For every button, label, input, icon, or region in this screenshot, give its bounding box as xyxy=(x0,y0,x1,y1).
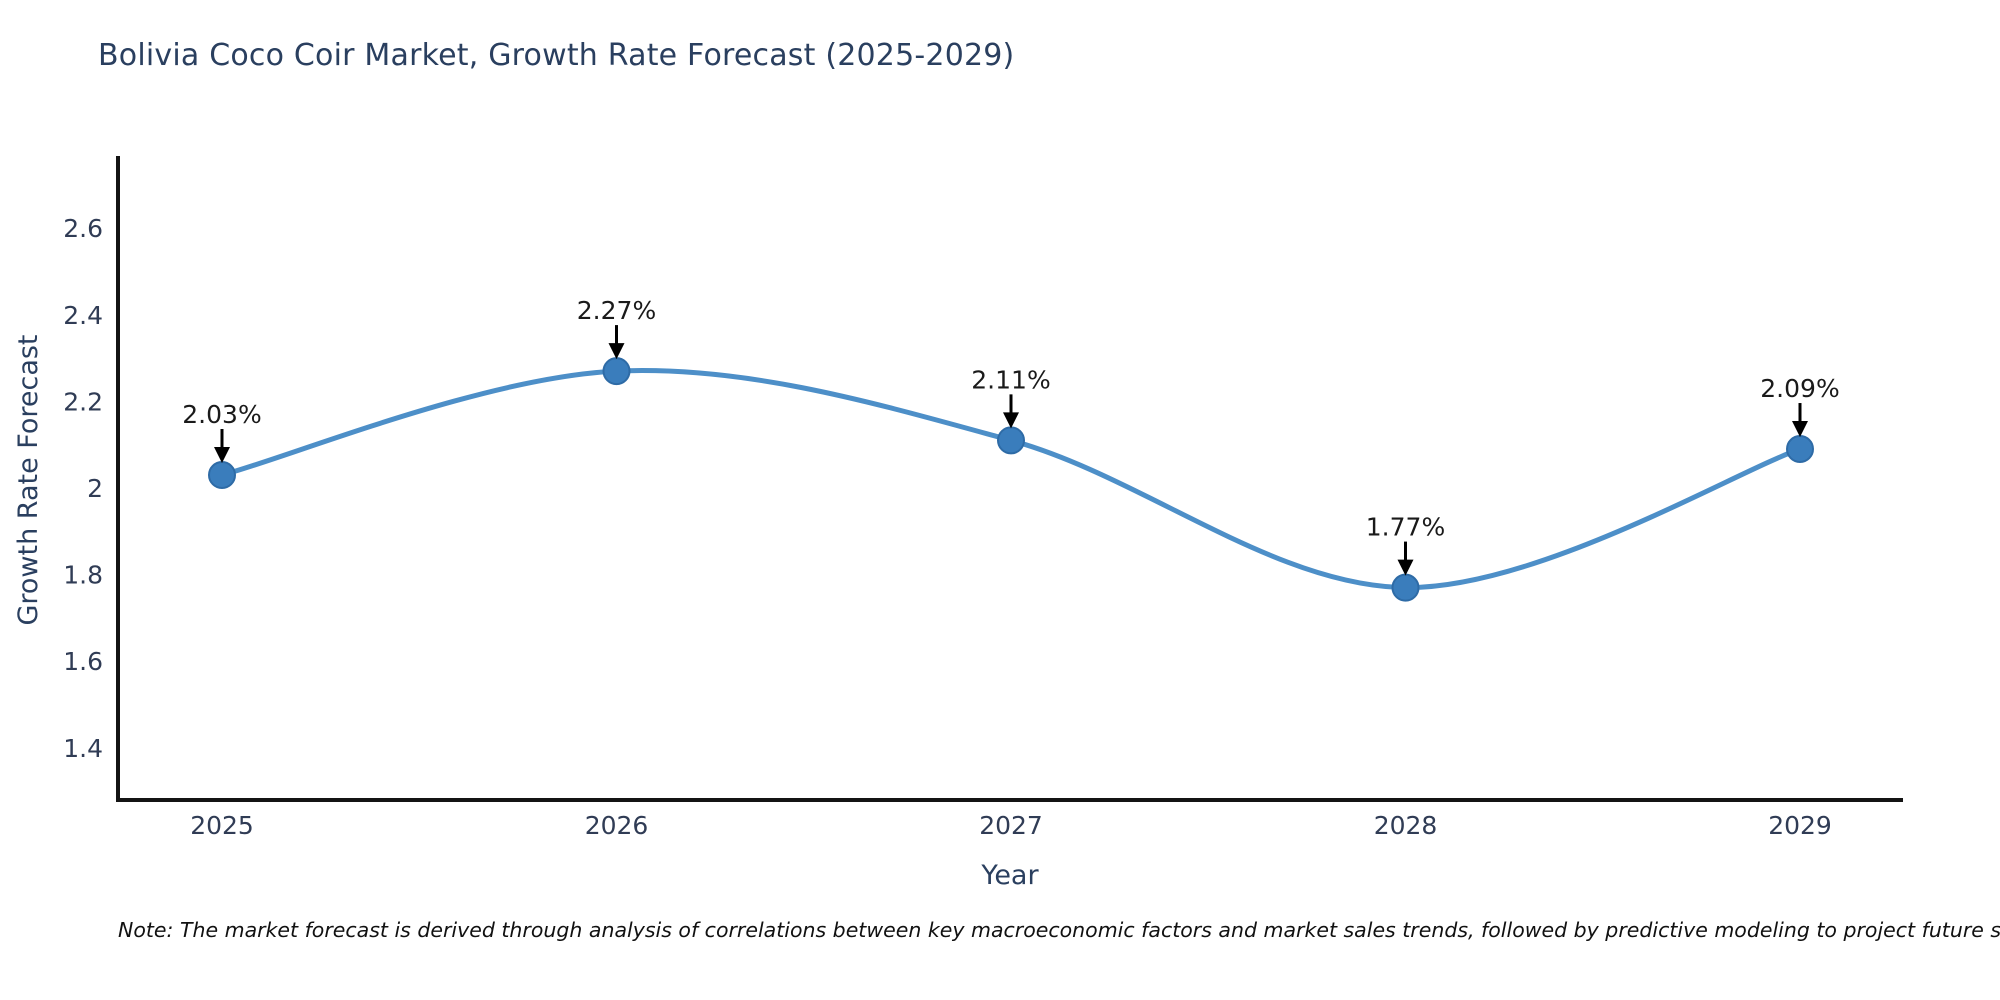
x-tick-label: 2027 xyxy=(979,811,1043,840)
x-tick-label: 2028 xyxy=(1374,811,1438,840)
data-point-marker xyxy=(1391,573,1420,602)
x-axis-title: Year xyxy=(981,860,1039,891)
y-tick-label: 1.8 xyxy=(63,561,103,590)
annotation-label: 2.11% xyxy=(971,365,1050,394)
y-tick-label: 2.4 xyxy=(63,301,103,330)
annotation-arrowhead-icon xyxy=(608,343,625,360)
annotation-label: 2.03% xyxy=(182,400,261,429)
annotation-arrowhead-icon xyxy=(1792,421,1808,438)
data-point-marker xyxy=(208,461,236,490)
x-tick-label: 2025 xyxy=(190,811,254,840)
footnote: Note: The market forecast is derived thr… xyxy=(118,918,2000,942)
data-point-marker xyxy=(997,426,1025,455)
annotation-label: 2.27% xyxy=(577,296,656,325)
y-tick-label: 2.6 xyxy=(63,214,103,243)
y-tick-label: 1.4 xyxy=(63,734,103,763)
data-point-marker xyxy=(602,357,631,386)
data-point-marker xyxy=(1786,435,1814,464)
annotation-label: 2.09% xyxy=(1760,374,1839,403)
annotation-arrowhead-icon xyxy=(1397,559,1414,576)
annotation-label: 1.77% xyxy=(1366,513,1445,542)
y-tick-label: 2.2 xyxy=(63,387,103,416)
annotation-arrowhead-icon xyxy=(214,447,230,464)
x-tick-label: 2029 xyxy=(1768,811,1832,840)
y-tick-label: 2 xyxy=(87,474,103,503)
x-tick-label: 2026 xyxy=(585,811,649,840)
chart-title: Bolivia Coco Coir Market, Growth Rate Fo… xyxy=(98,38,1015,73)
y-tick-label: 1.6 xyxy=(63,647,103,676)
annotation-arrowhead-icon xyxy=(1003,412,1019,429)
